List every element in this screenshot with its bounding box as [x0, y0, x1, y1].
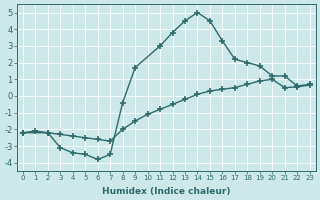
X-axis label: Humidex (Indice chaleur): Humidex (Indice chaleur) [102, 187, 230, 196]
